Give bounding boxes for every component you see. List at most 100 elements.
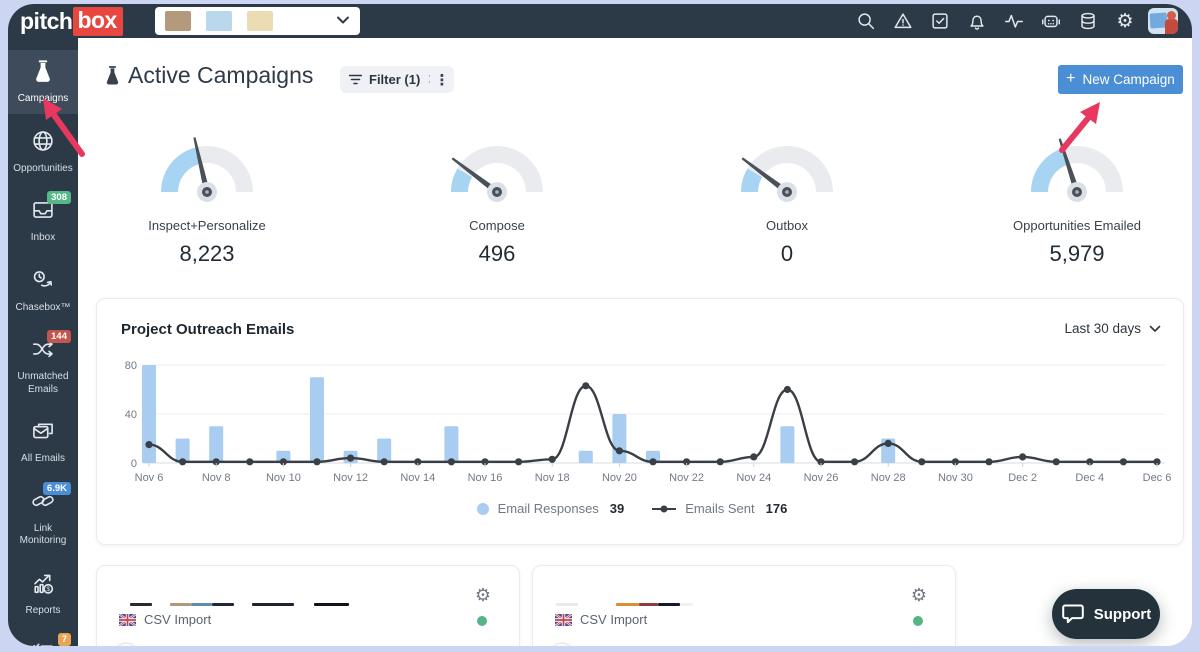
redacted-text (314, 603, 349, 606)
sidebar-item-label: Chasebox™ (15, 301, 71, 313)
sidebar: Campaigns Opportunities Inbox 308 Chasebo… (8, 38, 78, 646)
support-button[interactable]: Support (1052, 589, 1160, 639)
legend-emails-sent[interactable]: Emails Sent 176 (652, 501, 803, 516)
gauge-label: Opportunities Emailed (1013, 218, 1141, 233)
campaign-source: CSV Import (555, 612, 647, 627)
svg-text:80: 80 (125, 360, 137, 372)
redacted-text (680, 603, 693, 606)
flask-icon (30, 58, 56, 89)
sidebar-item-label: All Emails (21, 453, 65, 464)
gauge-value: 5,979 (1049, 241, 1105, 266)
gauge-dial (741, 146, 833, 202)
sidebar-item-label: Link Monitoring (19, 522, 67, 547)
legend-value: 39 (609, 501, 625, 516)
campaign-card-2[interactable]: CSV Import ⚙ (532, 565, 956, 646)
activity-icon[interactable] (1003, 10, 1025, 32)
campaign-card-1[interactable]: CSV Import ⚙ (96, 565, 520, 646)
workspace-swatch-2 (206, 11, 232, 31)
sidebar-item-link-monitoring[interactable]: Link Monitoring 6.9K (8, 480, 78, 556)
flask-icon (103, 65, 122, 92)
filter-icon (349, 74, 362, 85)
svg-text:0: 0 (131, 458, 137, 470)
svg-text:Nov 30: Nov 30 (938, 472, 973, 484)
new-campaign-label: New Campaign (1082, 72, 1175, 87)
bot-icon[interactable] (1040, 10, 1062, 32)
settings-gear-icon[interactable]: ⚙ (474, 585, 491, 605)
topbar: pitch box ⚙ (8, 4, 1192, 38)
date-range-selector[interactable]: Last 30 days (1064, 321, 1161, 336)
sidebar-item-unmatched-emails[interactable]: Unmatched Emails 144 (8, 328, 78, 404)
gauge-dial (1031, 138, 1123, 202)
redacted-text (170, 603, 191, 606)
svg-text:Dec 6: Dec 6 (1143, 472, 1172, 484)
gauge-inspect-personalize: Inspect+Personalize 8,223 (77, 126, 337, 267)
svg-text:Nov 24: Nov 24 (736, 472, 771, 484)
gauge-compose: Compose 496 (367, 126, 627, 267)
pitchbox-logo[interactable]: pitch box (20, 7, 123, 36)
avatar[interactable] (1148, 8, 1178, 34)
redacted-text (252, 603, 294, 606)
settings-gear-icon[interactable]: ⚙ (910, 585, 927, 605)
sidebar-item-opportunities[interactable]: Opportunities (8, 120, 78, 184)
chevron-down-icon (336, 12, 350, 30)
gauge-dial (451, 146, 543, 202)
count-badge: 6.9K (42, 481, 71, 495)
new-campaign-button[interactable]: + New Campaign (1058, 65, 1183, 94)
legend-label: Email Responses (497, 501, 599, 516)
svg-text:Dec 2: Dec 2 (1008, 472, 1037, 484)
gauge-label: Outbox (766, 218, 808, 233)
redacted-text (616, 603, 639, 606)
svg-text:Nov 14: Nov 14 (400, 472, 435, 484)
kebab-icon: ⋮ (434, 71, 450, 89)
sidebar-item-campaigns[interactable]: Campaigns (8, 50, 78, 114)
svg-text:Nov 28: Nov 28 (871, 472, 906, 484)
status-dot (477, 616, 487, 626)
search-icon[interactable] (855, 10, 877, 32)
workspace-selector[interactable] (155, 7, 360, 35)
project-outreach-emails-card: Project Outreach Emails Last 30 days 0 40… (96, 298, 1184, 545)
count-badge: 144 (47, 330, 71, 344)
globe-icon (30, 128, 56, 159)
avatar-body (1165, 19, 1178, 34)
date-range-label: Last 30 days (1064, 321, 1141, 336)
logo-text-box: box (73, 7, 123, 36)
sidebar-item-label: Reports (25, 604, 61, 616)
settings-icon[interactable]: ⚙ (1116, 10, 1134, 32)
svg-text:$: $ (47, 586, 51, 592)
svg-text:Nov 6: Nov 6 (135, 472, 164, 484)
legend-label: Emails Sent (685, 501, 755, 516)
notifications-icon[interactable] (966, 10, 988, 32)
redacted-text (130, 603, 152, 606)
sidebar-item-tasks[interactable]: Tasks7 (8, 631, 78, 646)
sidebar-item-inbox[interactable]: Inbox 308 (8, 189, 78, 253)
warning-icon[interactable] (892, 10, 914, 32)
sidebar-item-chasebox[interactable]: Chasebox™ (8, 259, 78, 323)
sidebar-item-label: Opportunities (13, 162, 73, 174)
redacted-text (639, 603, 658, 606)
reports-icon: $ (30, 570, 56, 601)
plus-icon: + (1066, 70, 1076, 87)
emails-sent-marker (652, 505, 677, 512)
uk-flag-icon (119, 613, 136, 626)
legend-email-responses[interactable]: Email Responses 39 (476, 501, 641, 516)
svg-text:Nov 20: Nov 20 (602, 472, 637, 484)
gauge-label: Inspect+Personalize (148, 218, 266, 233)
legend-value: 176 (765, 501, 788, 516)
chasebox-icon (30, 267, 56, 298)
gauge-opportunities-emailed: Opportunities Emailed 5,979 (947, 126, 1192, 267)
avatar-placeholder (549, 642, 575, 646)
data-icon[interactable] (1077, 10, 1099, 32)
filter-chip-label: Filter (1) (369, 72, 421, 87)
redacted-text (658, 603, 680, 606)
gauge-dial (161, 137, 253, 202)
approvals-icon[interactable] (929, 10, 951, 32)
more-options-button[interactable]: ⋮ (430, 66, 454, 93)
page-title: Active Campaigns (128, 62, 314, 88)
tasks-icon (30, 639, 56, 646)
svg-text:Nov 12: Nov 12 (333, 472, 368, 484)
redacted-text (191, 603, 212, 606)
sidebar-item-all-emails[interactable]: All Emails (8, 410, 78, 474)
email-responses-marker (476, 502, 489, 515)
avatar-placeholder (113, 642, 139, 646)
sidebar-item-reports[interactable]: $ Reports (8, 562, 78, 626)
